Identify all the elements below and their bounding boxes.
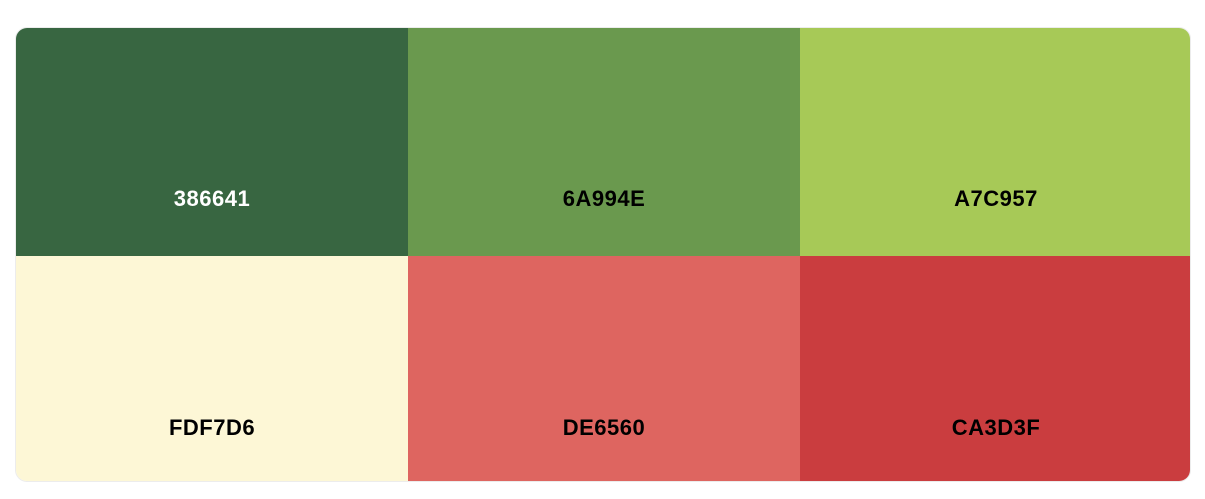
color-hex-label: 6A994E — [562, 186, 646, 211]
color-swatch-ca3d3f[interactable]: CA3D3F — [800, 256, 1190, 481]
color-swatch-386641[interactable]: 386641 — [16, 28, 408, 256]
color-swatch-fdf7d6[interactable]: FDF7D6 — [16, 256, 408, 481]
color-palette: 386641 6A994E A7C957 FDF7D6 DE6560 CA3D3… — [15, 27, 1191, 482]
color-hex-label: FDF7D6 — [168, 415, 256, 440]
color-hex-label: DE6560 — [562, 415, 646, 440]
color-swatch-de6560[interactable]: DE6560 — [408, 256, 800, 481]
color-hex-label: CA3D3F — [951, 415, 1041, 440]
color-hex-label: 386641 — [173, 186, 251, 211]
color-hex-label: A7C957 — [954, 186, 1038, 211]
color-swatch-6a994e[interactable]: 6A994E — [408, 28, 800, 256]
color-swatch-a7c957[interactable]: A7C957 — [800, 28, 1190, 256]
